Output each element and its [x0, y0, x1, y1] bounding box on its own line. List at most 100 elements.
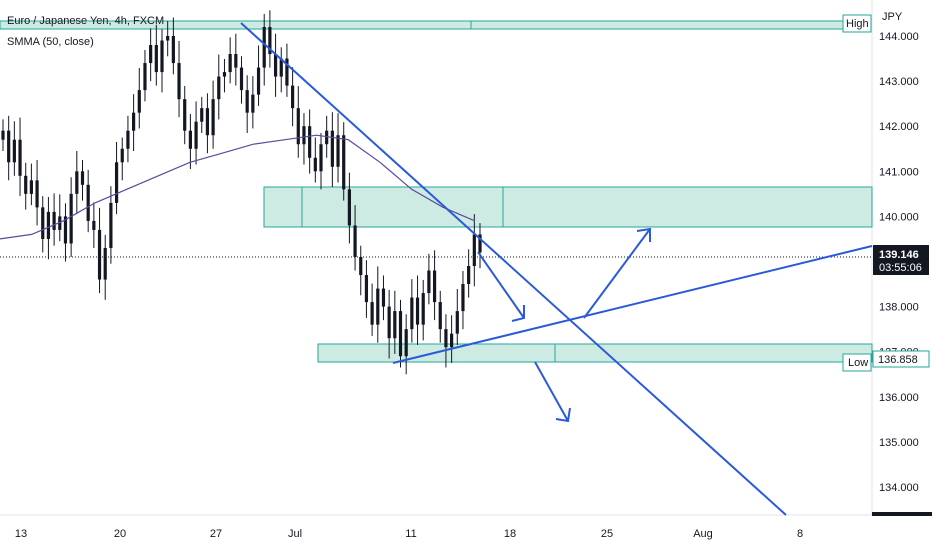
candle-body [432, 270, 437, 303]
candle-body [285, 58, 289, 86]
candle-body [217, 76, 221, 100]
candle-body [359, 256, 363, 276]
price-tick-label: 144.000 [879, 31, 919, 43]
candle-body [52, 211, 56, 230]
candle-body [29, 180, 33, 194]
symbol-title: Euro / Japanese Yen, 4h, FXCM [7, 15, 164, 27]
candle-body [86, 184, 90, 221]
arrow-down-2-head[interactable] [555, 407, 571, 423]
axis-corner-bar [872, 512, 932, 516]
time-tick-label: Jul [288, 528, 302, 540]
candle-body [398, 311, 403, 357]
arrow-down-1-head[interactable] [511, 305, 525, 322]
candle-body [279, 58, 283, 77]
candle-body [393, 311, 397, 339]
high-label-box [842, 14, 872, 33]
price-tick-label: 143.000 [879, 76, 919, 88]
candle-body [7, 130, 11, 163]
candle-body [194, 121, 198, 149]
ascending-trendline[interactable] [392, 245, 873, 364]
time-tick-label: 18 [504, 528, 516, 540]
candle-body [467, 266, 471, 285]
candle-body [404, 329, 408, 357]
candle-body [46, 211, 51, 239]
candle-body [12, 139, 16, 163]
low-label: Low [848, 357, 868, 369]
candle-body [461, 284, 465, 312]
candle-body [58, 216, 62, 230]
currency-label: JPY [882, 11, 903, 23]
drawings-layer[interactable] [240, 22, 873, 516]
candle-body [330, 130, 334, 167]
candle-body [97, 229, 102, 280]
candle-body [256, 67, 261, 95]
resistance-zone[interactable] [263, 186, 873, 228]
candle-body [296, 108, 300, 145]
candle-body [251, 94, 255, 113]
current-price-label: 139.146 [879, 249, 919, 261]
candle-body [183, 99, 187, 131]
candle-body [410, 297, 414, 330]
candle-body [438, 302, 442, 330]
candle-body [370, 302, 374, 325]
candle-body [313, 157, 317, 172]
arrow-up-shaft[interactable] [583, 228, 651, 319]
time-tick-label: 13 [15, 528, 27, 540]
candle-body [444, 329, 448, 348]
candle-body [92, 220, 96, 230]
candle-body [387, 306, 391, 339]
resistance-zone-box[interactable] [263, 186, 873, 228]
price-tick-label: 136.000 [879, 392, 919, 404]
candle-body [35, 180, 39, 208]
current-price-box [873, 245, 929, 275]
candle-body [114, 162, 119, 203]
candle-body [166, 36, 170, 41]
price-tick-label: 135.000 [879, 437, 919, 449]
high-label: High [846, 18, 869, 30]
candle-body [69, 193, 73, 244]
candle-body [302, 126, 306, 145]
candle-body [171, 36, 175, 64]
arrow-down-1-shaft[interactable] [477, 251, 525, 319]
time-tick-label: Aug [693, 528, 713, 540]
candle-body [200, 108, 204, 122]
time-tick-label: 8 [797, 528, 803, 540]
candle-body [149, 45, 153, 64]
arrow-down-2-shaft[interactable] [534, 361, 569, 422]
candle-body [308, 126, 312, 158]
candle-body [126, 130, 130, 149]
candle-countdown: 03:55:06 [879, 262, 922, 274]
candle-body [291, 85, 295, 109]
candle-body [376, 288, 380, 325]
price-tick-label: 140.000 [879, 211, 919, 223]
candle-body [143, 63, 147, 91]
candle-body [154, 45, 158, 73]
candle-body [177, 63, 181, 100]
time-axis-ticks[interactable]: 13 20 27 Jul 11 18 25 Aug 8 [15, 528, 803, 540]
low-price-box [872, 350, 930, 368]
price-tick-label: 141.000 [879, 166, 919, 178]
candles-layer [1, 10, 482, 375]
candle-body [63, 216, 68, 244]
time-tick-label: 27 [210, 528, 222, 540]
candle-body [262, 26, 266, 68]
low-price-label: 136.858 [878, 354, 918, 366]
candle-body [103, 247, 107, 280]
smma-line [0, 134, 476, 240]
candle-body [450, 333, 454, 348]
price-tick-label: 138.000 [879, 302, 919, 314]
arrow-up-head[interactable] [636, 227, 651, 242]
time-tick-label: 25 [601, 528, 613, 540]
candle-body [109, 202, 113, 248]
time-tick-label: 20 [114, 528, 126, 540]
time-tick-label: 11 [405, 528, 416, 540]
low-label-box [842, 353, 872, 372]
candle-body [18, 139, 22, 176]
price-tick-label: 134.000 [879, 482, 919, 494]
candle-body [319, 144, 323, 172]
candle-body [188, 130, 192, 149]
descending-trendline[interactable] [240, 22, 787, 516]
price-tick-label: 142.000 [879, 121, 919, 133]
